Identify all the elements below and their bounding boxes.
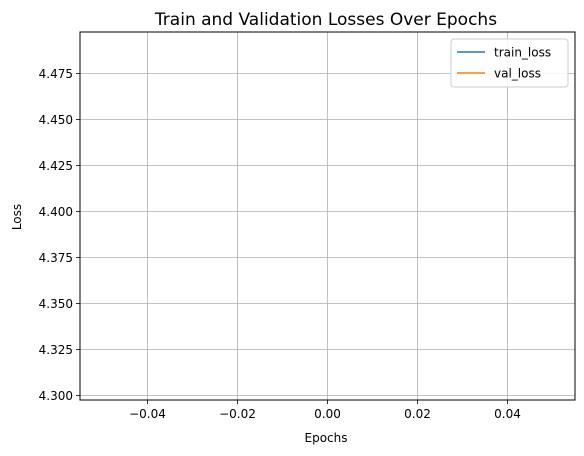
legend-label: train_loss <box>494 46 551 60</box>
y-tick-label: 4.425 <box>39 159 73 173</box>
y-tick-label: 4.325 <box>39 343 73 357</box>
x-tick-label: −0.04 <box>129 407 166 421</box>
legend-box <box>450 38 569 88</box>
x-tick-label: 0.00 <box>314 407 341 421</box>
y-tick-label: 4.475 <box>39 67 73 81</box>
y-tick-label: 4.300 <box>39 389 73 403</box>
x-tick-label: 0.02 <box>404 407 431 421</box>
y-axis-ticks: 4.300 4.325 4.350 4.375 4.400 4.425 4.450 4.475 <box>39 67 80 403</box>
x-tick-label: −0.02 <box>219 407 256 421</box>
y-tick-label: 4.400 <box>39 205 73 219</box>
legend: train_loss val_loss <box>450 38 569 88</box>
y-axis-label: Loss <box>10 204 24 230</box>
legend-label: val_loss <box>494 67 541 81</box>
x-tick-label: 0.04 <box>494 407 521 421</box>
x-axis-ticks: −0.04 −0.02 0.00 0.02 0.04 <box>129 400 521 421</box>
y-tick-label: 4.350 <box>39 297 73 311</box>
y-tick-label: 4.450 <box>39 113 73 127</box>
y-tick-label: 4.375 <box>39 251 73 265</box>
chart-title: Train and Validation Losses Over Epochs <box>154 10 497 30</box>
grid <box>80 32 575 400</box>
x-axis-label: Epochs <box>305 431 348 445</box>
